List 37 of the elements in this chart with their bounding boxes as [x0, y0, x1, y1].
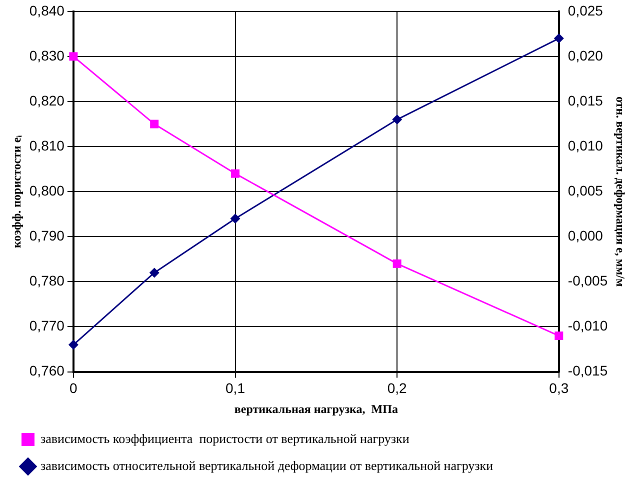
y2-tick-label: -0,005	[568, 272, 608, 289]
x-tick-label: 0,3	[549, 380, 569, 396]
x-tick-label: 0,1	[226, 380, 246, 396]
y-tick-label: 0,780	[29, 272, 65, 289]
x-tick-label: 0	[70, 380, 78, 396]
y2-tick-label: -0,010	[568, 318, 608, 334]
y2-tick-label: 0,005	[568, 182, 604, 198]
legend-label: зависимость относительной вертикальной деформации от вертикальной нагрузки	[40, 458, 494, 473]
y-axis-title: коэфф. пористости eᵢ	[9, 135, 24, 248]
y2-tick-label: 0,000	[568, 228, 604, 244]
point	[554, 332, 564, 340]
y-tick-label: 0,830	[29, 47, 65, 64]
y-tick-label: 0,790	[29, 228, 65, 244]
y2-tick-label: 0,015	[568, 92, 604, 108]
y-tick-label: 0,800	[29, 182, 65, 198]
y-tick-label: 0,760	[29, 362, 65, 379]
y2-tick-label: 0,010	[568, 137, 604, 154]
y2-tick-label: -0,015	[568, 362, 608, 379]
y-tick-label: 0,810	[29, 137, 65, 154]
y2-tick-label: 0,020	[568, 47, 604, 64]
y-tick-label: 0,770	[29, 318, 65, 334]
x-tick-label: 0,2	[387, 380, 408, 396]
point	[149, 268, 160, 278]
legend-label: зависимость коэффициента пористости от вертикальной нагрузки	[40, 430, 410, 446]
y-tick-label: 0,840	[29, 2, 65, 18]
y-tick-label: 0,820	[29, 92, 65, 108]
point	[68, 340, 78, 350]
point	[392, 114, 402, 125]
point	[230, 214, 240, 224]
point	[150, 120, 159, 128]
y2-tick-label: 0,025	[568, 2, 604, 18]
point	[392, 259, 402, 268]
point	[231, 169, 240, 178]
x-axis-title: вертикальная нагрузка, МПа	[234, 402, 398, 416]
point	[554, 33, 564, 44]
point	[69, 52, 78, 61]
y2-axis-title: отн. вертикал. деформация e, мм/м	[614, 96, 628, 287]
